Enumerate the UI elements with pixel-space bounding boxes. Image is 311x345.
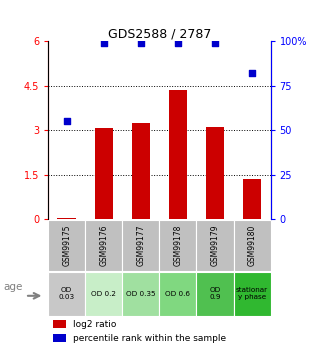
Point [138, 40, 143, 46]
Point [64, 119, 69, 124]
Bar [48, 220, 85, 271]
Text: GSM99175: GSM99175 [62, 225, 71, 266]
Bar [122, 272, 159, 316]
Bar [53, 334, 66, 342]
Text: stationar
y phase: stationar y phase [236, 287, 268, 300]
Bar [58, 218, 76, 219]
Bar [53, 321, 66, 328]
Text: GSM99180: GSM99180 [248, 225, 257, 266]
Bar [159, 220, 197, 271]
Bar [234, 220, 271, 271]
Bar [169, 90, 187, 219]
Bar [234, 272, 271, 316]
Text: log2 ratio: log2 ratio [73, 320, 116, 329]
Bar [243, 179, 261, 219]
Text: GSM99177: GSM99177 [136, 225, 145, 266]
Bar [48, 272, 85, 316]
Bar [206, 127, 224, 219]
Bar [159, 272, 197, 316]
Bar [95, 128, 113, 219]
Point [175, 40, 180, 46]
Bar [197, 220, 234, 271]
Title: GDS2588 / 2787: GDS2588 / 2787 [108, 27, 211, 40]
Bar [122, 220, 159, 271]
Text: OD 0.6: OD 0.6 [165, 290, 190, 297]
Point [101, 40, 106, 46]
Text: OD
0.9: OD 0.9 [209, 287, 221, 300]
Text: GSM99179: GSM99179 [211, 225, 220, 266]
Bar [197, 272, 234, 316]
Text: percentile rank within the sample: percentile rank within the sample [73, 334, 226, 343]
Point [212, 40, 217, 46]
Point [249, 71, 254, 76]
Bar [85, 272, 122, 316]
Bar [132, 123, 150, 219]
Text: GSM99176: GSM99176 [99, 225, 108, 266]
Text: OD
0.03: OD 0.03 [59, 287, 75, 300]
Text: age: age [4, 282, 23, 292]
Text: OD 0.2: OD 0.2 [91, 290, 116, 297]
Text: OD 0.35: OD 0.35 [126, 290, 156, 297]
Bar [85, 220, 122, 271]
Text: GSM99178: GSM99178 [174, 225, 183, 266]
